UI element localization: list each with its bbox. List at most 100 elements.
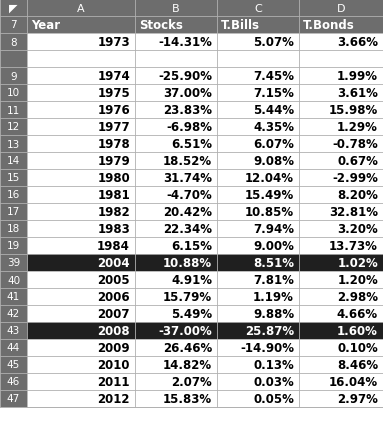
Text: 6.07%: 6.07%	[253, 138, 294, 151]
Text: 22.34%: 22.34%	[163, 222, 212, 236]
Text: 15.49%: 15.49%	[245, 189, 294, 201]
Bar	[217, 119, 299, 136]
Bar	[217, 17, 299, 34]
Bar	[27, 136, 135, 153]
Text: 5.49%: 5.49%	[171, 307, 212, 320]
Bar	[135, 221, 217, 237]
Bar	[27, 153, 135, 170]
Text: 26.46%: 26.46%	[163, 341, 212, 354]
Bar	[135, 237, 217, 254]
Bar	[0, 153, 27, 170]
Bar	[27, 254, 135, 271]
Text: 9.88%: 9.88%	[253, 307, 294, 320]
Text: -6.98%: -6.98%	[166, 121, 212, 134]
Text: 1977: 1977	[97, 121, 130, 134]
Text: 9.00%: 9.00%	[253, 239, 294, 253]
Bar	[0, 356, 27, 373]
Bar	[217, 187, 299, 204]
Bar	[135, 68, 217, 85]
Text: -14.90%: -14.90%	[240, 341, 294, 354]
Bar	[0, 204, 27, 221]
Text: 18.52%: 18.52%	[163, 155, 212, 167]
Bar	[0, 102, 27, 119]
Text: 13.73%: 13.73%	[329, 239, 378, 253]
Text: T.Bonds: T.Bonds	[303, 19, 355, 32]
Bar	[0, 305, 27, 322]
Bar	[135, 187, 217, 204]
Bar	[0, 237, 27, 254]
Text: 19: 19	[7, 241, 20, 251]
Text: 15: 15	[7, 173, 20, 183]
Text: 7: 7	[10, 20, 17, 30]
Bar	[135, 271, 217, 288]
Text: 31.74%: 31.74%	[163, 172, 212, 184]
Text: Year: Year	[31, 19, 60, 32]
Text: 1.02%: 1.02%	[337, 256, 378, 269]
Bar	[0, 322, 27, 339]
Bar	[27, 288, 135, 305]
Bar	[299, 322, 383, 339]
Bar	[0, 390, 27, 407]
Text: 15.79%: 15.79%	[163, 290, 212, 303]
Bar	[217, 68, 299, 85]
Text: 2006: 2006	[97, 290, 130, 303]
Text: 10.88%: 10.88%	[163, 256, 212, 269]
Bar	[27, 339, 135, 356]
Text: 0.03%: 0.03%	[253, 375, 294, 388]
Text: 44: 44	[7, 343, 20, 353]
Bar	[135, 85, 217, 102]
Text: 8.51%: 8.51%	[253, 256, 294, 269]
Text: 2004: 2004	[97, 256, 130, 269]
Bar	[27, 221, 135, 237]
Bar	[299, 237, 383, 254]
Bar	[27, 204, 135, 221]
Bar	[0, 34, 27, 51]
Text: 8: 8	[10, 37, 17, 47]
Bar	[27, 271, 135, 288]
Bar	[0, 0, 27, 17]
Bar	[27, 322, 135, 339]
Bar	[0, 119, 27, 136]
Text: 1973: 1973	[97, 36, 130, 49]
Text: 15.83%: 15.83%	[163, 392, 212, 405]
Text: 2008: 2008	[97, 324, 130, 337]
Bar	[217, 288, 299, 305]
Text: 43: 43	[7, 326, 20, 336]
Text: 32.81%: 32.81%	[329, 205, 378, 219]
Bar	[299, 204, 383, 221]
Bar	[135, 305, 217, 322]
Text: 1981: 1981	[97, 189, 130, 201]
Text: 1982: 1982	[97, 205, 130, 219]
Bar	[217, 390, 299, 407]
Text: -0.78%: -0.78%	[332, 138, 378, 151]
Bar	[135, 373, 217, 390]
Bar	[0, 17, 27, 34]
Bar	[299, 305, 383, 322]
Bar	[217, 373, 299, 390]
Bar	[27, 68, 135, 85]
Bar	[27, 34, 135, 51]
Text: -14.31%: -14.31%	[158, 36, 212, 49]
Text: 12.04%: 12.04%	[245, 172, 294, 184]
Bar	[135, 339, 217, 356]
Text: 4.66%: 4.66%	[337, 307, 378, 320]
Text: T.Bills: T.Bills	[221, 19, 260, 32]
Bar	[299, 0, 383, 17]
Text: 5.44%: 5.44%	[253, 104, 294, 117]
Text: B: B	[172, 3, 180, 14]
Text: 41: 41	[7, 292, 20, 302]
Text: 2007: 2007	[98, 307, 130, 320]
Text: 1980: 1980	[97, 172, 130, 184]
Bar	[217, 305, 299, 322]
Bar	[217, 237, 299, 254]
Bar	[135, 288, 217, 305]
Text: 4.35%: 4.35%	[253, 121, 294, 134]
Text: 6.51%: 6.51%	[171, 138, 212, 151]
Bar	[217, 356, 299, 373]
Text: 1.99%: 1.99%	[337, 70, 378, 83]
Text: 2.97%: 2.97%	[337, 392, 378, 405]
Bar	[0, 288, 27, 305]
Bar	[135, 102, 217, 119]
Text: 1983: 1983	[97, 222, 130, 236]
Bar	[217, 204, 299, 221]
